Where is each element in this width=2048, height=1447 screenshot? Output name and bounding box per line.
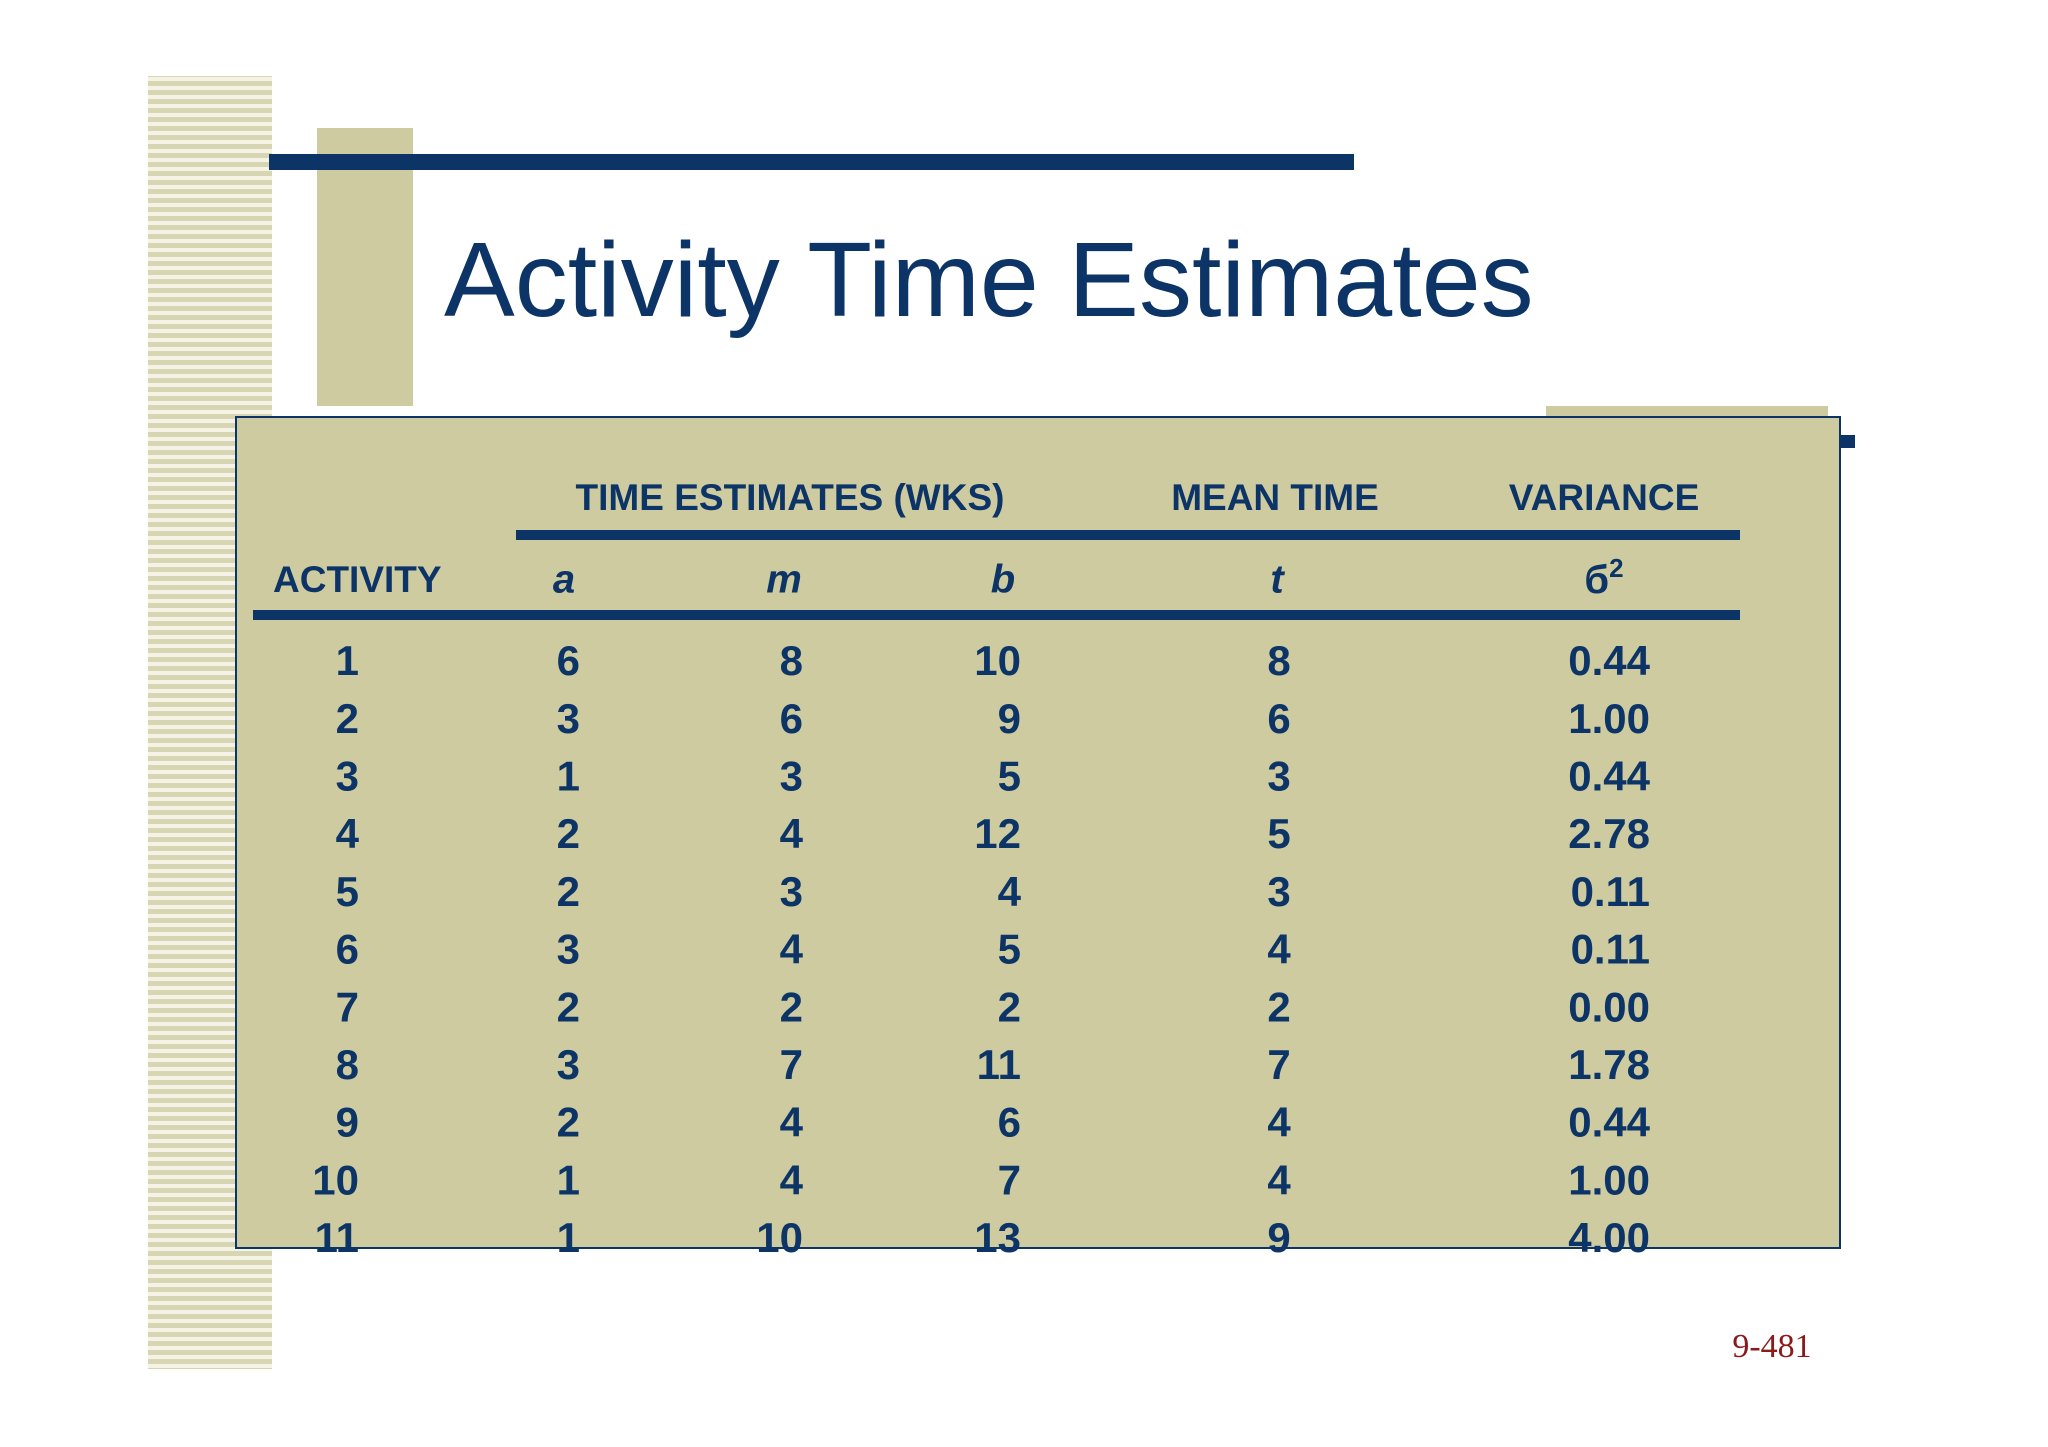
- column-header: a: [553, 558, 575, 602]
- table-cell: 4: [780, 926, 804, 973]
- table-cell: 3: [557, 1041, 580, 1088]
- title-rule: [269, 154, 1354, 170]
- table-cell: 2: [557, 1099, 580, 1146]
- table-cell: 4: [998, 868, 1022, 915]
- symbol: б: [1584, 558, 1609, 602]
- table-cell: 4: [336, 810, 360, 857]
- table-cell: 9: [336, 1099, 359, 1146]
- table-cell: 3: [780, 752, 803, 799]
- table-cell: 6: [557, 637, 580, 684]
- table-cell: 7: [998, 1156, 1021, 1203]
- table-cell: 2: [557, 810, 580, 857]
- table-cell: 11: [315, 1214, 359, 1261]
- table-cell: 3: [1267, 752, 1290, 799]
- table-cell: 6: [1267, 695, 1290, 742]
- header-rule: [516, 530, 1740, 540]
- table-cell: 6: [336, 926, 359, 973]
- table-cell: 11: [977, 1041, 1021, 1088]
- table-cell: 5: [1267, 810, 1290, 857]
- table-cell: 4.00: [1568, 1214, 1650, 1261]
- table-cell: 10: [974, 637, 1021, 684]
- table-cell: 3: [1267, 868, 1290, 915]
- column-header: b: [991, 558, 1015, 602]
- table-cell: 10: [312, 1156, 359, 1203]
- header-rule: [253, 610, 1740, 620]
- table-cell: 7: [336, 983, 359, 1030]
- table-cell: 9: [1267, 1214, 1290, 1261]
- table-cell: 2: [336, 695, 359, 742]
- slide-title: Activity Time Estimates: [444, 221, 1534, 339]
- group-header: VARIANCE: [1509, 477, 1700, 518]
- table-cell: 1: [557, 752, 580, 799]
- table-cell: 9: [998, 695, 1021, 742]
- table-cell: 6: [780, 695, 803, 742]
- column-header: m: [766, 558, 802, 602]
- table-cell: 0.44: [1568, 637, 1650, 684]
- olive-block: [317, 128, 413, 406]
- table-cell: 6: [998, 1099, 1021, 1146]
- table-cell: 4: [1267, 926, 1291, 973]
- table-cell: 10: [756, 1214, 803, 1261]
- table-cell: 7: [780, 1041, 803, 1088]
- table-cell: 4: [1267, 1099, 1291, 1146]
- table-cell: 5: [336, 868, 359, 915]
- table-cell: 1.78: [1568, 1041, 1650, 1088]
- table-cell: 2: [780, 983, 803, 1030]
- table-cell: 5: [998, 926, 1021, 973]
- column-header: t: [1270, 558, 1285, 602]
- table-cell: 3: [557, 926, 580, 973]
- table-cell: 8: [1267, 637, 1290, 684]
- table-cell: 0.11: [1571, 868, 1650, 915]
- table-cell: 4: [780, 810, 804, 857]
- column-header: ACTIVITY: [273, 559, 442, 600]
- table-cell: 3: [336, 752, 359, 799]
- table-cell: 0.00: [1568, 983, 1650, 1030]
- table-cell: 0.44: [1568, 752, 1650, 799]
- page-number: 9-481: [1732, 1328, 1811, 1365]
- table-cell: 1: [557, 1214, 580, 1261]
- table-cell: 3: [780, 868, 803, 915]
- table-box: [235, 416, 1841, 1249]
- table-cell: 2: [557, 868, 580, 915]
- table-cell: 13: [974, 1214, 1021, 1261]
- table-cell: 2: [557, 983, 580, 1030]
- table: TIME ESTIMATES (WKS) MEAN TIME VARIANCE ACT…: [273, 477, 1699, 1261]
- table-cell: 0.44: [1568, 1099, 1650, 1146]
- table-cell: 4: [1267, 1156, 1291, 1203]
- table-cell: 8: [780, 637, 803, 684]
- table-cell: 7: [1267, 1041, 1290, 1088]
- table-cell: 1: [557, 1156, 580, 1203]
- table-cell: 2.78: [1568, 810, 1650, 857]
- table-cell: 4: [780, 1099, 804, 1146]
- table-cell: 12: [974, 810, 1021, 857]
- table-cell: 0.11: [1571, 926, 1650, 973]
- table-cell: 1: [336, 637, 359, 684]
- table-cell: 1.00: [1568, 1156, 1650, 1203]
- group-header: TIME ESTIMATES (WKS): [576, 477, 1005, 518]
- table-cell: 3: [557, 695, 580, 742]
- table-cell: 2: [1267, 983, 1290, 1030]
- column-header: б2: [1584, 553, 1623, 602]
- superscript: 2: [1609, 553, 1623, 583]
- table-cell: 1.00: [1568, 695, 1650, 742]
- table-cell: 4: [780, 1156, 804, 1203]
- table-cell: 2: [998, 983, 1021, 1030]
- table-cell: 8: [336, 1041, 359, 1088]
- group-header: MEAN TIME: [1171, 477, 1379, 518]
- navy-accent: [1840, 435, 1855, 448]
- table-cell: 5: [998, 752, 1021, 799]
